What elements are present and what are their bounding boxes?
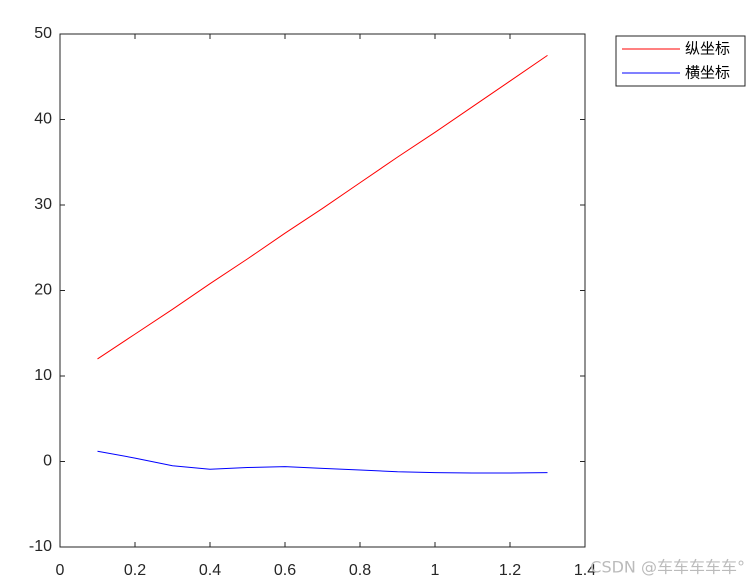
watermark: CSDN @车车车车车° — [590, 558, 745, 577]
plot-area — [59, 33, 586, 548]
x-tick-label: 1.2 — [499, 562, 521, 579]
legend-label: 横坐标 — [685, 64, 730, 82]
y-tick-label: 40 — [34, 111, 52, 128]
x-tick-label: 1 — [431, 562, 440, 579]
y-tick-label: 30 — [34, 196, 52, 213]
legend-box — [615, 35, 746, 87]
x-tick-label: 1.4 — [574, 562, 596, 579]
y-tick-label: -10 — [29, 538, 52, 555]
legend-label: 纵坐标 — [685, 40, 730, 58]
series-line — [97, 450, 548, 474]
y-tick-label: 0 — [43, 453, 52, 470]
x-tick-label: 0.8 — [349, 562, 371, 579]
x-tick-label: 0.2 — [124, 562, 146, 579]
y-tick-label: 20 — [34, 282, 52, 299]
y-tick-label: 10 — [34, 367, 52, 384]
x-tick-label: 0.4 — [199, 562, 221, 579]
y-tick-label: 50 — [34, 25, 52, 42]
series-line — [97, 54, 548, 360]
x-tick-label: 0 — [56, 562, 65, 579]
x-tick-label: 0.6 — [274, 562, 296, 579]
